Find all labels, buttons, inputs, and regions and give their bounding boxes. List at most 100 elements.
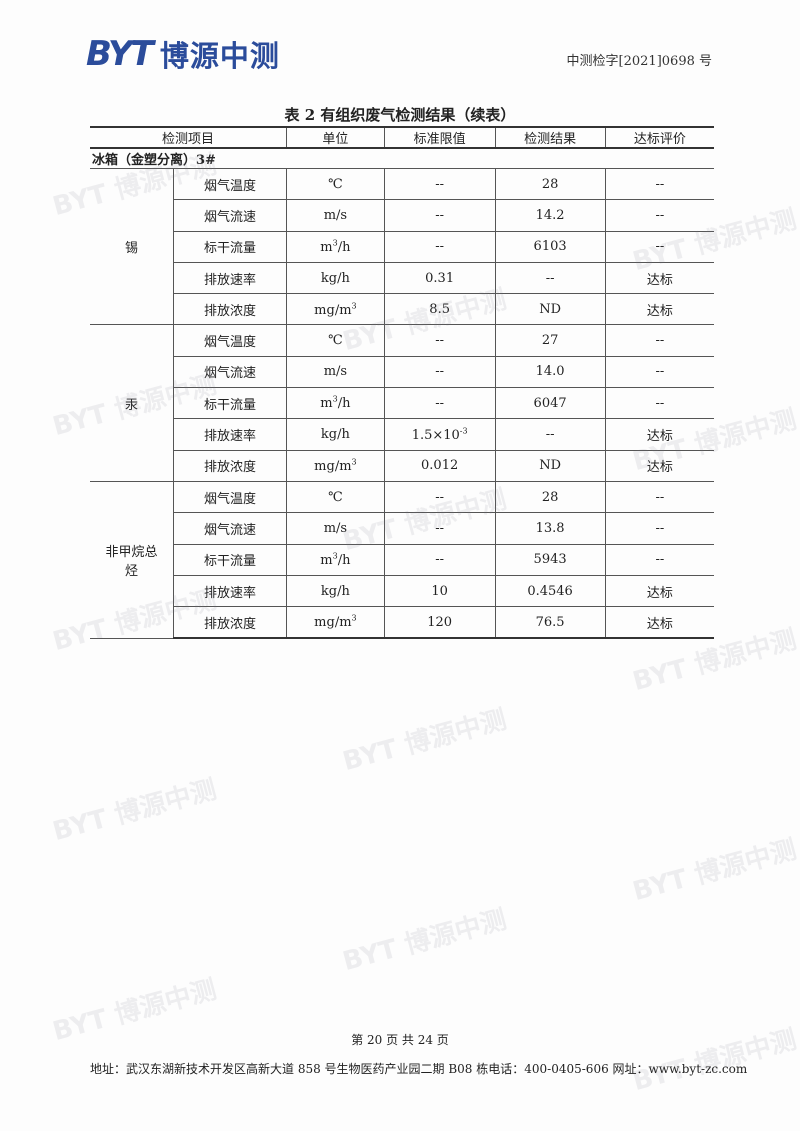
cell-text-formatted: mg/m3 xyxy=(314,457,357,474)
cell-item: 标干流量 xyxy=(173,543,288,576)
cell-limit: 10 xyxy=(383,574,496,608)
cell-limit: -- xyxy=(383,543,496,576)
cell-unit: ℃ xyxy=(286,324,385,357)
cell-result: 76.5 xyxy=(494,606,606,640)
cell-eval: 达标 xyxy=(604,606,714,640)
cell-result: 0.4546 xyxy=(494,574,606,608)
cell-unit: kg/h xyxy=(286,261,385,295)
cell-unit: kg/h xyxy=(286,574,385,608)
cell-limit: 8.5 xyxy=(383,293,496,326)
table-row: 非甲烷总烃 烟气温度 ℃ -- 28 -- xyxy=(90,480,714,639)
group-name: 锡 xyxy=(90,167,174,326)
cell-eval: -- xyxy=(604,324,714,357)
cell-item: 烟气温度 xyxy=(172,167,288,201)
table-row: 汞烟气温度 ℃ -- 27 -- xyxy=(90,324,714,482)
watermark: BYT 博源中测 xyxy=(339,904,510,978)
column-header: 标准限值 xyxy=(383,126,496,149)
footer-address: 地址：武汉东湖新技术开发区高新大道 858 号生物医药产业园二期 B08 栋电话… xyxy=(90,1062,748,1076)
cell-item: 烟气温度 xyxy=(172,480,288,514)
cell-item: 排放浓度 xyxy=(173,449,288,482)
cell-text-formatted: m3/h xyxy=(320,551,351,568)
cell-item: 排放浓度 xyxy=(173,606,288,640)
cell-limit: -- xyxy=(383,387,496,420)
table-row: 排放速率 kg/h 0.31 -- 达标 xyxy=(90,261,714,295)
cell-eval: -- xyxy=(604,199,714,232)
column-header: 检测项目 xyxy=(90,126,288,149)
watermark: BYT 博源中测 xyxy=(339,704,510,778)
cell-item: 烟气流速 xyxy=(173,512,288,545)
cell-eval: -- xyxy=(604,480,714,514)
cell-item: 排放速率 xyxy=(173,261,288,295)
cell-result: -- xyxy=(494,418,606,451)
cell-limit: 1.5×10-31.5×10-3 xyxy=(383,418,496,451)
cell-text-formatted: mg/m3 xyxy=(314,614,357,631)
page-number: 第 20 页 共 24 页 xyxy=(351,1033,449,1047)
cell-result: 6103 xyxy=(494,230,606,263)
watermark: BYT 博源中测 xyxy=(629,834,800,908)
cell-text-formatted: m3/h xyxy=(320,238,351,255)
logo-en: BYT xyxy=(86,34,154,74)
company-logo: BYT 博源中测 xyxy=(86,33,280,75)
cell-limit: -- xyxy=(383,480,496,514)
cell-result: 14.0 xyxy=(494,355,606,389)
cell-unit: m3/hm3/h xyxy=(286,230,385,263)
cell-eval: -- xyxy=(604,543,714,576)
cell-limit: 120 xyxy=(383,606,496,640)
cell-text-formatted: mg/m3 xyxy=(314,301,357,318)
cell-item: 烟气温度 xyxy=(172,324,288,357)
cell-unit: ℃ xyxy=(286,167,385,201)
table-header-row: 检测项目 单位 标准限值 检测结果 达标评价 xyxy=(90,126,714,149)
cell-unit: m/s xyxy=(286,355,385,389)
cell-limit: 0.012 xyxy=(383,449,496,482)
document-number: 中测检字[2021]0698 号 xyxy=(566,54,712,69)
cell-eval: -- xyxy=(604,387,714,420)
cell-eval: 达标 xyxy=(604,418,714,451)
group-name: 非甲烷总烃 xyxy=(90,480,174,639)
cell-limit: -- xyxy=(383,355,496,389)
cell-unit: mg/m3mg/m3 xyxy=(286,293,385,326)
cell-item: 排放浓度 xyxy=(173,293,288,326)
cell-unit: mg/m3mg/m3 xyxy=(286,449,385,482)
cell-result: -- xyxy=(494,261,606,295)
cell-item: 排放速率 xyxy=(173,574,288,608)
table-row: 烟气流速 m/s -- 14.0 -- xyxy=(90,355,714,389)
table-row: 排放速率 kg/h 10 0.4546 达标 xyxy=(90,574,714,608)
cell-unit: m3/hm3/h xyxy=(286,387,385,420)
cell-unit: m/s xyxy=(286,199,385,232)
cell-eval: -- xyxy=(604,512,714,545)
cell-result: 5943 xyxy=(494,543,606,576)
watermark: BYT 博源中测 xyxy=(49,774,220,848)
cell-result: 13.8 xyxy=(494,512,606,545)
cell-result: 14.2 xyxy=(494,199,606,232)
cell-result: 27 xyxy=(494,324,606,357)
cell-unit: kg/h xyxy=(286,418,385,451)
cell-unit: m3/hm3/h xyxy=(286,543,385,576)
cell-eval: 达标 xyxy=(604,574,714,608)
column-header: 单位 xyxy=(286,126,385,149)
cell-result: 28 xyxy=(494,480,606,514)
cell-eval: -- xyxy=(604,355,714,389)
cell-text-formatted: m3/h xyxy=(320,395,351,412)
cell-result: 28 xyxy=(494,167,606,201)
column-header: 检测结果 xyxy=(494,126,606,149)
cell-result: ND xyxy=(494,293,606,326)
cell-item: 烟气流速 xyxy=(173,199,288,232)
cell-eval: 达标 xyxy=(604,293,714,326)
table-row: 烟气流速 m/s -- 14.2 -- xyxy=(90,199,714,232)
cell-eval: -- xyxy=(604,167,714,201)
results-table: 检测项目 单位 标准限值 检测结果 达标评价 冰箱（金塑分离）3# 锡烟气温度 ℃ -- 28-… xyxy=(90,126,714,640)
cell-item: 排放速率 xyxy=(173,418,288,451)
cell-result: ND xyxy=(494,449,606,482)
cell-result: 6047 xyxy=(494,387,606,420)
cell-limit: 0.31 xyxy=(383,261,496,295)
cell-limit: -- xyxy=(383,199,496,232)
cell-unit: mg/m3mg/m3 xyxy=(286,606,385,640)
cell-limit: -- xyxy=(383,230,496,263)
table-row: 锡烟气温度 ℃ -- 28 -- xyxy=(90,167,714,326)
